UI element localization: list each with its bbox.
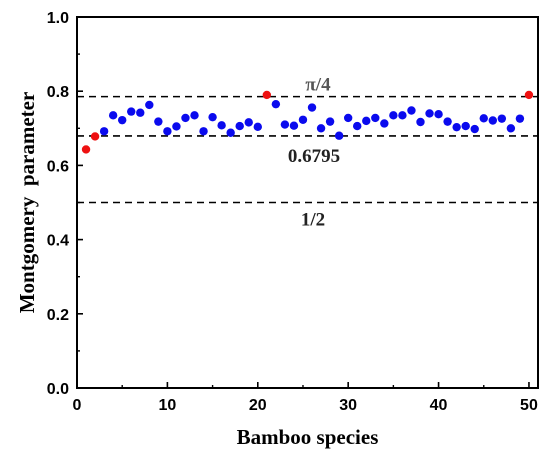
tick-labels: 0 10 20 30 40 50 0.0 0.2 0.4 0.6 0.8 1.0 [47, 10, 538, 414]
data-point [136, 108, 145, 117]
data-point [461, 121, 470, 131]
data-point [416, 117, 425, 127]
data-point [99, 127, 109, 136]
data-point [181, 113, 190, 123]
data-point [217, 121, 226, 130]
data-point [235, 121, 244, 131]
data-point [353, 121, 362, 131]
reference-line-label: 1/2 [301, 210, 325, 231]
data-point [190, 111, 199, 120]
y-tick-label: 1.0 [47, 10, 69, 27]
data-point [506, 124, 516, 133]
data-point [524, 90, 534, 100]
y-tick-label: 0.0 [47, 381, 69, 398]
data-point [425, 109, 434, 118]
y-tick-label: 0.8 [47, 84, 69, 101]
data-point [316, 124, 326, 133]
y-tick-label: 0.6 [47, 158, 69, 175]
data-point [452, 122, 461, 132]
data-point [434, 110, 443, 119]
data-point [443, 117, 452, 126]
data-point [334, 131, 344, 140]
axis-ticks [76, 16, 530, 389]
data-point [470, 124, 479, 134]
data-point [307, 103, 317, 112]
data-point [398, 111, 407, 120]
x-tick-label: 10 [158, 397, 176, 414]
data-point [362, 116, 371, 126]
data-point [163, 127, 172, 136]
data-point [298, 115, 308, 124]
data-point [172, 122, 181, 131]
data-point [145, 100, 154, 110]
y-tick-label: 0.4 [47, 233, 69, 250]
reference-line-label: 0.6795 [288, 146, 340, 167]
data-point [515, 114, 525, 123]
y-axis-title: Montgomery parameter [15, 92, 39, 314]
data-point [280, 120, 290, 129]
data-point [497, 114, 507, 123]
data-point [271, 99, 281, 109]
data-point [108, 111, 118, 120]
data-point [407, 106, 416, 115]
data-point [127, 107, 136, 116]
data-point [389, 111, 398, 120]
data-point [479, 114, 488, 123]
data-point [244, 118, 253, 127]
data-point [380, 119, 389, 128]
reference-lines: π/4 0.6795 1/2 [77, 75, 538, 231]
data-point [208, 112, 217, 122]
data-point [199, 127, 208, 136]
data-point [325, 117, 335, 126]
data-point [253, 122, 262, 132]
data-point [81, 145, 91, 154]
data-point [117, 115, 127, 125]
data-point [154, 117, 163, 126]
data-point [226, 128, 235, 137]
x-tick-label: 50 [520, 397, 538, 414]
data-point [262, 90, 272, 100]
x-tick-label: 0 [73, 397, 82, 414]
x-axis-title: Bamboo species [237, 425, 379, 449]
data-point [371, 113, 380, 123]
data-point [488, 116, 498, 125]
data-point [343, 113, 353, 123]
x-tick-label: 20 [249, 397, 267, 414]
x-tick-label: 40 [430, 397, 448, 414]
data-point [289, 121, 299, 130]
x-tick-label: 30 [339, 397, 357, 414]
data-points [81, 90, 534, 154]
y-tick-label: 0.2 [47, 307, 69, 324]
data-point [90, 132, 100, 141]
reference-line-label: π/4 [305, 75, 331, 96]
